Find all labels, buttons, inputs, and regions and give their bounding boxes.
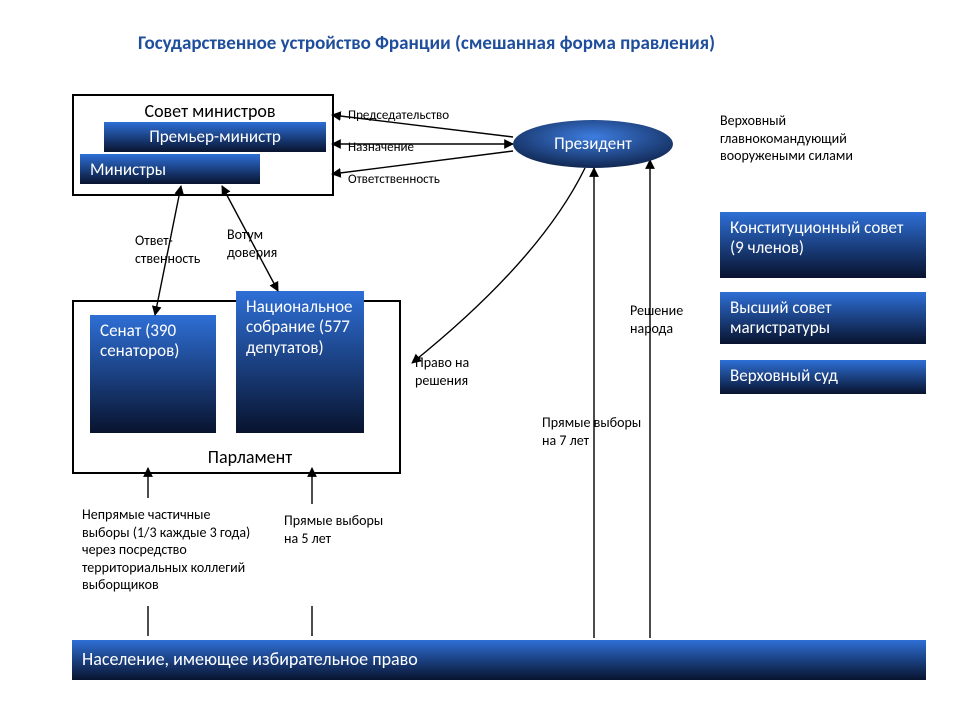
ministers-label: Министры <box>90 160 166 180</box>
parliament-title: Парламент <box>180 446 320 468</box>
connection-arrow <box>412 168 585 363</box>
magistrature-council-node: Высший совет магистратуры <box>720 292 926 344</box>
prime-minister-label: Премьер-министр <box>149 127 281 147</box>
magistrature-council-label: Высший совет магистратуры <box>730 298 916 339</box>
annotation-indirect: Непрямые частичные выборы (1/3 каждые 3 … <box>82 506 252 594</box>
supreme-court-label: Верховный суд <box>730 366 838 386</box>
president-label: Президент <box>554 133 632 154</box>
annotation-responsibility: Ответственность <box>348 172 440 188</box>
supreme-court-node: Верховный суд <box>720 360 926 394</box>
national-assembly-node: Национальное собрание (577 депутатов) <box>236 291 364 433</box>
annotation-vote-of-confidence: Вотум доверия <box>227 226 307 261</box>
ministers-node: Министры <box>80 154 260 184</box>
prime-minister-node: Премьер-министр <box>104 122 326 152</box>
annotation-right-to-decisions: Право на решения <box>415 354 505 389</box>
annotation-direct-7yr: Прямые выборы на 7 лет <box>542 414 652 449</box>
senate-label: Сенат (390 сенаторов) <box>100 321 206 362</box>
population-node: Население, имеющее избирательное право <box>72 640 926 680</box>
annotation-direct-5yr: Прямые выборы на 5 лет <box>284 512 384 547</box>
annotation-chairmanship: Председательство <box>348 108 449 124</box>
annotation-appointment: Назначение <box>348 140 414 156</box>
national-assembly-label: Национальное собрание (577 депутатов) <box>246 297 354 358</box>
council-of-ministers-title: Совет министров <box>110 100 310 122</box>
senate-node: Сенат (390 сенаторов) <box>90 315 216 433</box>
annotation-people-decision: Решение народа <box>630 302 710 337</box>
president-node <box>513 120 673 168</box>
page-title: Государственное устройство Франции (смеш… <box>138 32 715 55</box>
annotation-supreme-commander: Верховный главнокомандующий вооружеными … <box>720 112 910 165</box>
population-label: Население, имеющее избирательное право <box>82 649 418 671</box>
constitutional-council-label: Конституционный совет (9 членов) <box>730 218 916 259</box>
annotation-gov-responsibility: Ответ-ственность <box>135 232 225 267</box>
constitutional-council-node: Конституционный совет (9 членов) <box>720 212 926 278</box>
diagram-stage: Государственное устройство Франции (смеш… <box>0 0 960 720</box>
